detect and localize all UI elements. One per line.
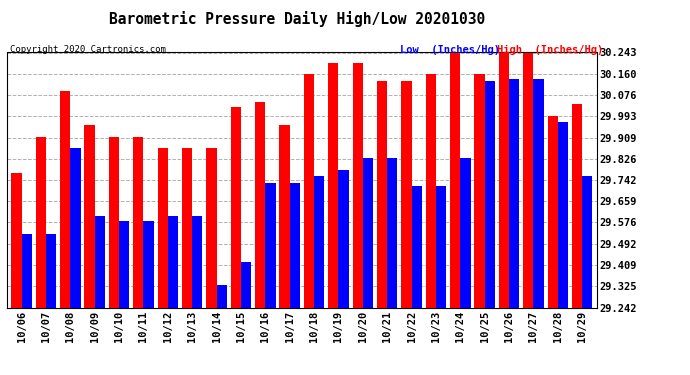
Text: High  (Inches/Hg): High (Inches/Hg) (497, 45, 603, 55)
Text: Low  (Inches/Hg): Low (Inches/Hg) (400, 45, 500, 55)
Bar (133, 137, 144, 308)
Bar (436, 186, 446, 308)
Bar (387, 158, 397, 308)
Bar (582, 176, 593, 308)
Bar (402, 81, 411, 308)
Bar (363, 158, 373, 308)
Bar (377, 81, 387, 308)
Bar (475, 74, 484, 308)
Bar (157, 147, 168, 308)
Bar (255, 102, 266, 308)
Bar (46, 234, 56, 308)
Bar (109, 137, 119, 308)
Bar (450, 53, 460, 307)
Bar (119, 221, 129, 308)
Bar (241, 262, 251, 308)
Bar (11, 173, 21, 308)
Bar (95, 216, 105, 308)
Bar (509, 79, 520, 308)
Bar (182, 147, 193, 308)
Bar (304, 74, 314, 308)
Bar (328, 63, 338, 308)
Bar (217, 285, 227, 308)
Bar (36, 137, 46, 308)
Bar (411, 186, 422, 308)
Bar (206, 147, 217, 308)
Bar (230, 107, 241, 307)
Bar (523, 53, 533, 307)
Bar (548, 116, 558, 308)
Bar (279, 124, 290, 308)
Bar (499, 53, 509, 307)
Text: Copyright 2020 Cartronics.com: Copyright 2020 Cartronics.com (10, 45, 166, 54)
Bar (60, 92, 70, 308)
Bar (460, 158, 471, 308)
Bar (572, 104, 582, 308)
Bar (290, 183, 300, 308)
Bar (70, 147, 81, 308)
Bar (266, 183, 275, 308)
Bar (193, 216, 202, 308)
Bar (338, 171, 348, 308)
Bar (426, 74, 436, 308)
Bar (314, 176, 324, 308)
Bar (21, 234, 32, 308)
Bar (353, 63, 363, 308)
Bar (558, 122, 568, 308)
Bar (84, 124, 95, 308)
Text: Barometric Pressure Daily High/Low 20201030: Barometric Pressure Daily High/Low 20201… (108, 11, 485, 27)
Bar (484, 81, 495, 308)
Bar (168, 216, 178, 308)
Bar (533, 79, 544, 308)
Bar (144, 221, 154, 308)
